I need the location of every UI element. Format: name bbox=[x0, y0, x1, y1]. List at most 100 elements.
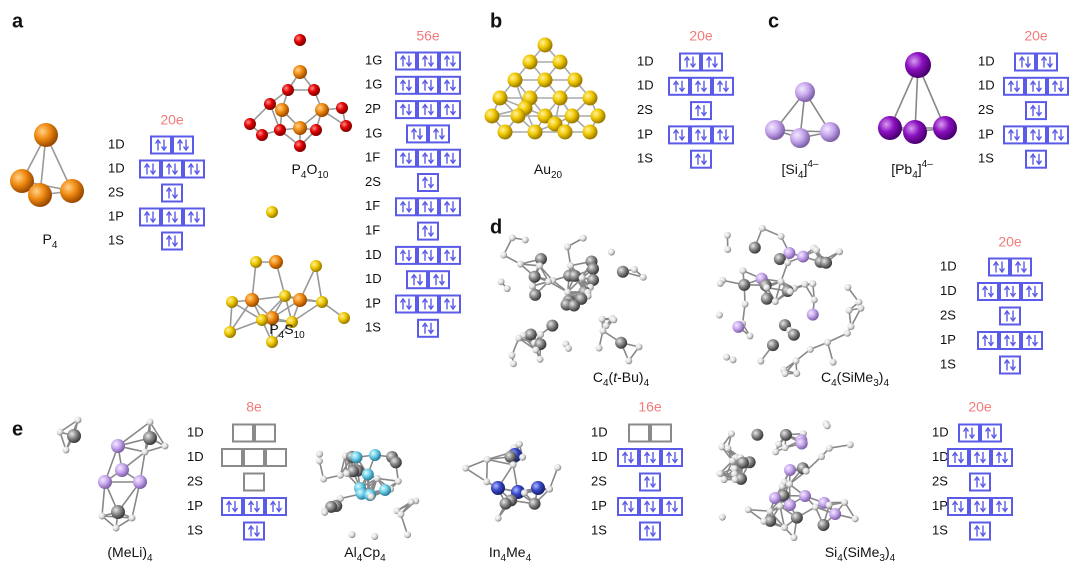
level-boxes bbox=[407, 125, 449, 142]
orbital-box bbox=[1026, 102, 1046, 119]
atom bbox=[738, 279, 750, 291]
atom bbox=[536, 262, 543, 269]
level-label: 2S bbox=[978, 102, 994, 117]
atom bbox=[529, 283, 536, 290]
level-label: 1G bbox=[365, 125, 382, 140]
atom bbox=[404, 531, 411, 538]
panel-letter: c bbox=[768, 10, 779, 32]
orbital-box bbox=[691, 102, 711, 119]
orbital-box bbox=[1011, 259, 1031, 276]
orbital-box bbox=[970, 523, 990, 540]
atom bbox=[746, 332, 753, 339]
caption-part: (SiMe bbox=[837, 369, 874, 385]
level-boxes bbox=[407, 271, 449, 288]
caption-part: 10 bbox=[317, 170, 329, 181]
atom bbox=[67, 429, 81, 443]
atom bbox=[567, 262, 574, 269]
atom bbox=[790, 534, 797, 541]
atom bbox=[782, 444, 789, 451]
electron-count: 16e bbox=[638, 399, 662, 415]
orbital-box bbox=[651, 425, 671, 442]
atom bbox=[807, 309, 819, 321]
orbital-box bbox=[429, 125, 449, 142]
orbital-box bbox=[440, 77, 460, 94]
atom bbox=[293, 65, 307, 79]
atom bbox=[250, 256, 262, 268]
orbital-box bbox=[618, 449, 638, 466]
orbital-box bbox=[396, 247, 416, 264]
level-boxes bbox=[396, 101, 460, 118]
level-boxes bbox=[1015, 54, 1057, 71]
atom bbox=[525, 328, 537, 340]
electron-count: 20e bbox=[968, 399, 992, 415]
orbital-box bbox=[418, 296, 438, 313]
atom bbox=[351, 451, 363, 463]
atom bbox=[266, 206, 278, 218]
atom bbox=[784, 259, 791, 266]
atom bbox=[529, 271, 541, 283]
atom bbox=[379, 484, 391, 496]
caption-part: 4 bbox=[890, 553, 896, 564]
atom bbox=[310, 260, 322, 272]
atom bbox=[538, 38, 553, 53]
level-label: 1D bbox=[978, 53, 995, 68]
atom bbox=[113, 525, 120, 532]
atom bbox=[591, 109, 606, 124]
level-label: 2S bbox=[591, 473, 607, 488]
orbital-box bbox=[396, 150, 416, 167]
atom bbox=[564, 243, 571, 250]
caption-part: [Pb bbox=[891, 161, 912, 177]
orbital-box bbox=[992, 449, 1012, 466]
electron-count: 20e bbox=[689, 28, 713, 44]
atom bbox=[855, 299, 862, 306]
orbital-box bbox=[233, 425, 253, 442]
caption-part: O bbox=[306, 161, 317, 177]
atom bbox=[844, 330, 851, 337]
atom bbox=[529, 498, 541, 510]
figure: abcdeP4P4O10P4S10Au20[Si4]4–[Pb4]4–C4(t-… bbox=[0, 0, 1073, 570]
atom bbox=[565, 109, 580, 124]
atom bbox=[824, 339, 831, 346]
atom bbox=[554, 464, 561, 471]
orbital-box bbox=[162, 233, 182, 250]
atom bbox=[774, 253, 786, 265]
molecule-caption: Au20 bbox=[534, 161, 563, 181]
atom bbox=[847, 323, 854, 330]
atom bbox=[316, 458, 323, 465]
atom bbox=[337, 472, 344, 479]
orbital-box bbox=[162, 161, 182, 178]
atom bbox=[751, 429, 763, 441]
level-label: 1S bbox=[187, 522, 203, 537]
atom bbox=[374, 475, 381, 482]
atom bbox=[395, 478, 402, 485]
atom bbox=[142, 449, 149, 456]
caption-part: 4 bbox=[644, 378, 650, 389]
atom bbox=[797, 251, 809, 263]
orbital-box bbox=[244, 449, 264, 466]
caption-part: P bbox=[43, 231, 52, 247]
atom bbox=[226, 296, 238, 308]
atom bbox=[769, 492, 781, 504]
atom bbox=[133, 475, 147, 489]
atom bbox=[775, 441, 782, 448]
atom bbox=[784, 499, 796, 511]
level-boxes bbox=[151, 137, 193, 154]
atom bbox=[760, 518, 767, 525]
molecule bbox=[498, 234, 647, 367]
atom bbox=[531, 481, 545, 495]
level-boxes bbox=[396, 150, 460, 167]
orbital-box bbox=[173, 137, 193, 154]
level-boxes bbox=[418, 223, 438, 240]
atom bbox=[786, 481, 793, 488]
atom bbox=[781, 524, 788, 531]
atom bbox=[340, 120, 352, 132]
atom bbox=[767, 508, 774, 515]
caption-part: Al bbox=[344, 544, 356, 560]
atom bbox=[777, 503, 784, 510]
orbital-box bbox=[222, 449, 242, 466]
orbital-diagram: 20e1D1D2S1P1S bbox=[978, 28, 1068, 168]
atom bbox=[244, 118, 256, 130]
orbital-box bbox=[162, 185, 182, 202]
atom bbox=[599, 316, 606, 323]
atom bbox=[793, 370, 800, 377]
